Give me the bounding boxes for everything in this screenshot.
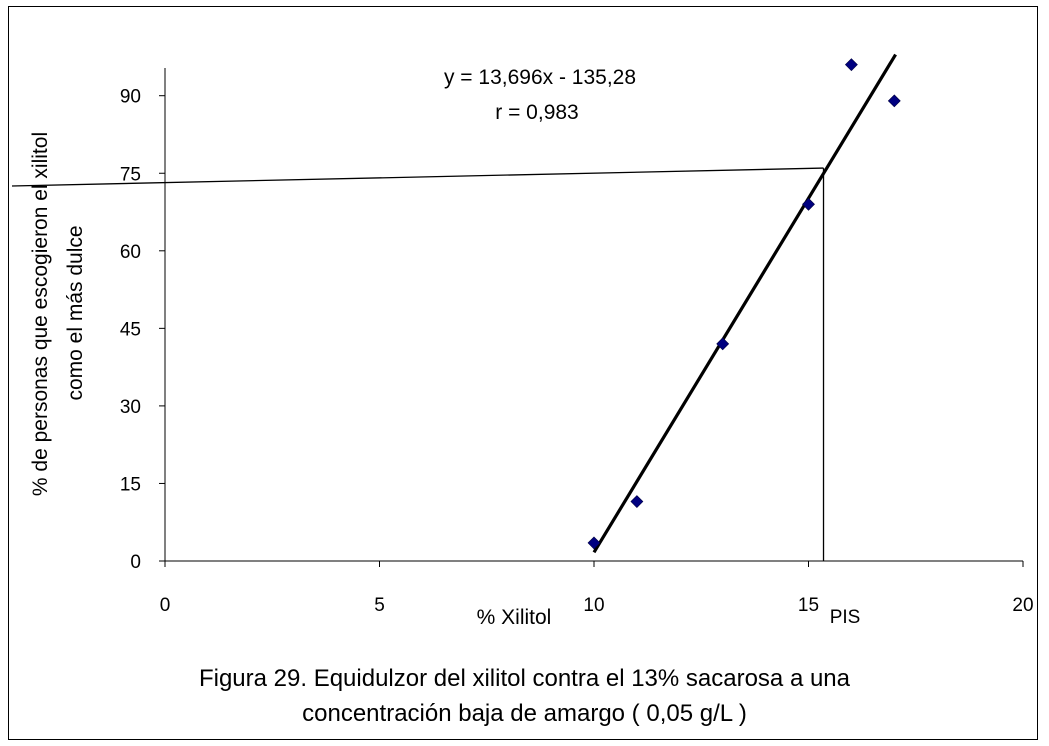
y-axis-title-line-2: como el más dulce <box>64 225 87 400</box>
data-point <box>802 197 815 211</box>
y-tick-label: 60 <box>120 242 141 263</box>
y-tick-label: 15 <box>120 474 141 495</box>
y-axis-title-line-1: % de personas que escogieron el xilitol <box>29 132 52 496</box>
y-tick-label: 90 <box>120 87 141 108</box>
x-tick-label: 10 <box>583 595 604 616</box>
data-point <box>716 337 730 351</box>
x-tick-label: 0 <box>160 595 171 616</box>
x-tick-label: 5 <box>374 595 385 616</box>
x-axis-title: % Xilitol <box>477 606 552 629</box>
figure-caption-line-2: concentración baja de amargo ( 0,05 g/L … <box>302 700 747 727</box>
data-point <box>887 94 901 108</box>
pis-label: PIS <box>830 607 861 628</box>
correlation-label: r = 0,983 <box>495 101 578 124</box>
regression-equation: y = 13,696x - 135,28 <box>444 66 636 89</box>
x-tick-label: 20 <box>1012 595 1033 616</box>
y-tick-label: 0 <box>130 552 141 573</box>
y-tick-label: 30 <box>120 397 141 418</box>
y-tick-label: 75 <box>120 164 141 185</box>
reference-horizontal-line <box>11 167 824 187</box>
trendline <box>592 53 897 554</box>
data-point <box>587 536 601 550</box>
data-point <box>844 58 858 72</box>
data-point <box>630 495 644 508</box>
figure-caption-line-1: Figura 29. Equidulzor del xilitol contra… <box>198 665 851 692</box>
chart-frame <box>8 6 1038 740</box>
plot-area: 0 15 30 45 60 75 90 0 5 10 15 20 y = 13,696x - 135,2… <box>11 53 1034 629</box>
x-tick-label: 15 <box>798 595 819 616</box>
y-tick-label: 45 <box>120 319 141 340</box>
